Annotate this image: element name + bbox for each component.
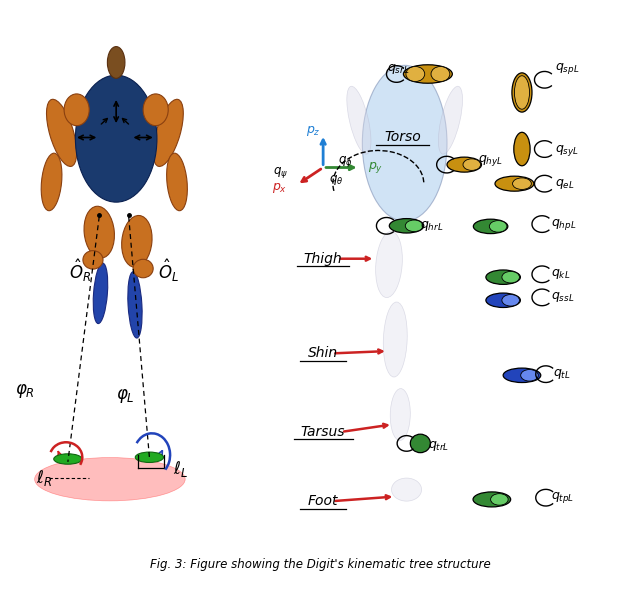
Text: $q_\psi$: $q_\psi$	[273, 165, 288, 180]
Text: $q_{tpL}$: $q_{tpL}$	[551, 490, 574, 505]
Text: Fig. 3: Figure showing the Digit's kinematic tree structure: Fig. 3: Figure showing the Digit's kinem…	[150, 558, 490, 571]
Text: Tarsus: Tarsus	[301, 425, 346, 439]
Text: $\varphi_L$: $\varphi_L$	[116, 386, 135, 405]
Ellipse shape	[515, 76, 529, 109]
Ellipse shape	[438, 86, 463, 154]
Text: $\ell_R$: $\ell_R$	[36, 468, 52, 488]
Ellipse shape	[41, 153, 62, 211]
Ellipse shape	[490, 221, 507, 232]
Ellipse shape	[390, 389, 410, 441]
Ellipse shape	[392, 478, 422, 501]
Text: $q_{syL}$: $q_{syL}$	[556, 143, 579, 158]
Ellipse shape	[405, 220, 423, 231]
Text: $q_{hrL}$: $q_{hrL}$	[420, 219, 444, 233]
Ellipse shape	[502, 272, 520, 283]
Text: $q_\theta$: $q_\theta$	[330, 173, 344, 187]
Text: $q_{kL}$: $q_{kL}$	[551, 267, 570, 282]
Ellipse shape	[473, 492, 511, 507]
Text: $\hat{O}_R$: $\hat{O}_R$	[68, 257, 91, 283]
Ellipse shape	[376, 231, 403, 297]
Ellipse shape	[486, 293, 520, 307]
Ellipse shape	[347, 86, 371, 154]
Text: $q_{tL}$: $q_{tL}$	[554, 367, 571, 381]
Text: $q_{eL}$: $q_{eL}$	[556, 177, 575, 191]
Ellipse shape	[122, 216, 152, 267]
Ellipse shape	[514, 133, 530, 166]
Text: $p_y$: $p_y$	[368, 160, 383, 175]
Ellipse shape	[383, 302, 407, 377]
Ellipse shape	[513, 178, 531, 190]
Ellipse shape	[495, 176, 534, 191]
Text: $p_z$: $p_z$	[307, 124, 321, 138]
Ellipse shape	[431, 67, 450, 81]
Ellipse shape	[502, 294, 520, 306]
Text: $q_{trL}$: $q_{trL}$	[428, 439, 449, 453]
Text: Foot: Foot	[308, 494, 339, 508]
Text: $\ell_L$: $\ell_L$	[173, 459, 188, 479]
Ellipse shape	[108, 47, 125, 78]
Ellipse shape	[447, 157, 481, 172]
Text: $q_{hpL}$: $q_{hpL}$	[551, 217, 576, 231]
Ellipse shape	[406, 67, 425, 81]
Text: $q_{ssL}$: $q_{ssL}$	[551, 290, 574, 305]
Text: $q_{srL}$: $q_{srL}$	[387, 62, 409, 77]
Ellipse shape	[410, 434, 430, 453]
Ellipse shape	[47, 100, 77, 167]
Ellipse shape	[512, 73, 532, 112]
Ellipse shape	[143, 94, 168, 125]
Ellipse shape	[389, 219, 424, 233]
Text: $q_{spL}$: $q_{spL}$	[556, 61, 580, 76]
Text: Shin: Shin	[308, 346, 338, 360]
Text: $q_\phi$: $q_\phi$	[338, 154, 353, 169]
Ellipse shape	[491, 494, 508, 505]
Ellipse shape	[76, 75, 157, 202]
Ellipse shape	[166, 153, 188, 211]
Ellipse shape	[35, 458, 185, 501]
Text: Thigh: Thigh	[304, 252, 342, 266]
Ellipse shape	[84, 206, 115, 258]
Text: $\varphi_R$: $\varphi_R$	[15, 382, 35, 401]
Ellipse shape	[135, 452, 163, 462]
Ellipse shape	[503, 368, 541, 382]
Ellipse shape	[64, 94, 89, 125]
Ellipse shape	[463, 159, 481, 170]
Text: $\hat{O}_L$: $\hat{O}_L$	[157, 257, 179, 283]
Text: Torso: Torso	[385, 131, 421, 144]
Text: $p_x$: $p_x$	[273, 181, 287, 195]
Ellipse shape	[54, 454, 82, 464]
Ellipse shape	[128, 272, 142, 338]
Ellipse shape	[521, 369, 538, 381]
Ellipse shape	[93, 263, 108, 323]
Text: $q_{hyL}$: $q_{hyL}$	[478, 153, 503, 168]
Ellipse shape	[486, 270, 520, 284]
Ellipse shape	[362, 65, 447, 221]
Ellipse shape	[133, 259, 153, 278]
Ellipse shape	[403, 65, 452, 83]
Ellipse shape	[83, 251, 103, 269]
Ellipse shape	[153, 100, 183, 167]
Ellipse shape	[474, 219, 508, 234]
